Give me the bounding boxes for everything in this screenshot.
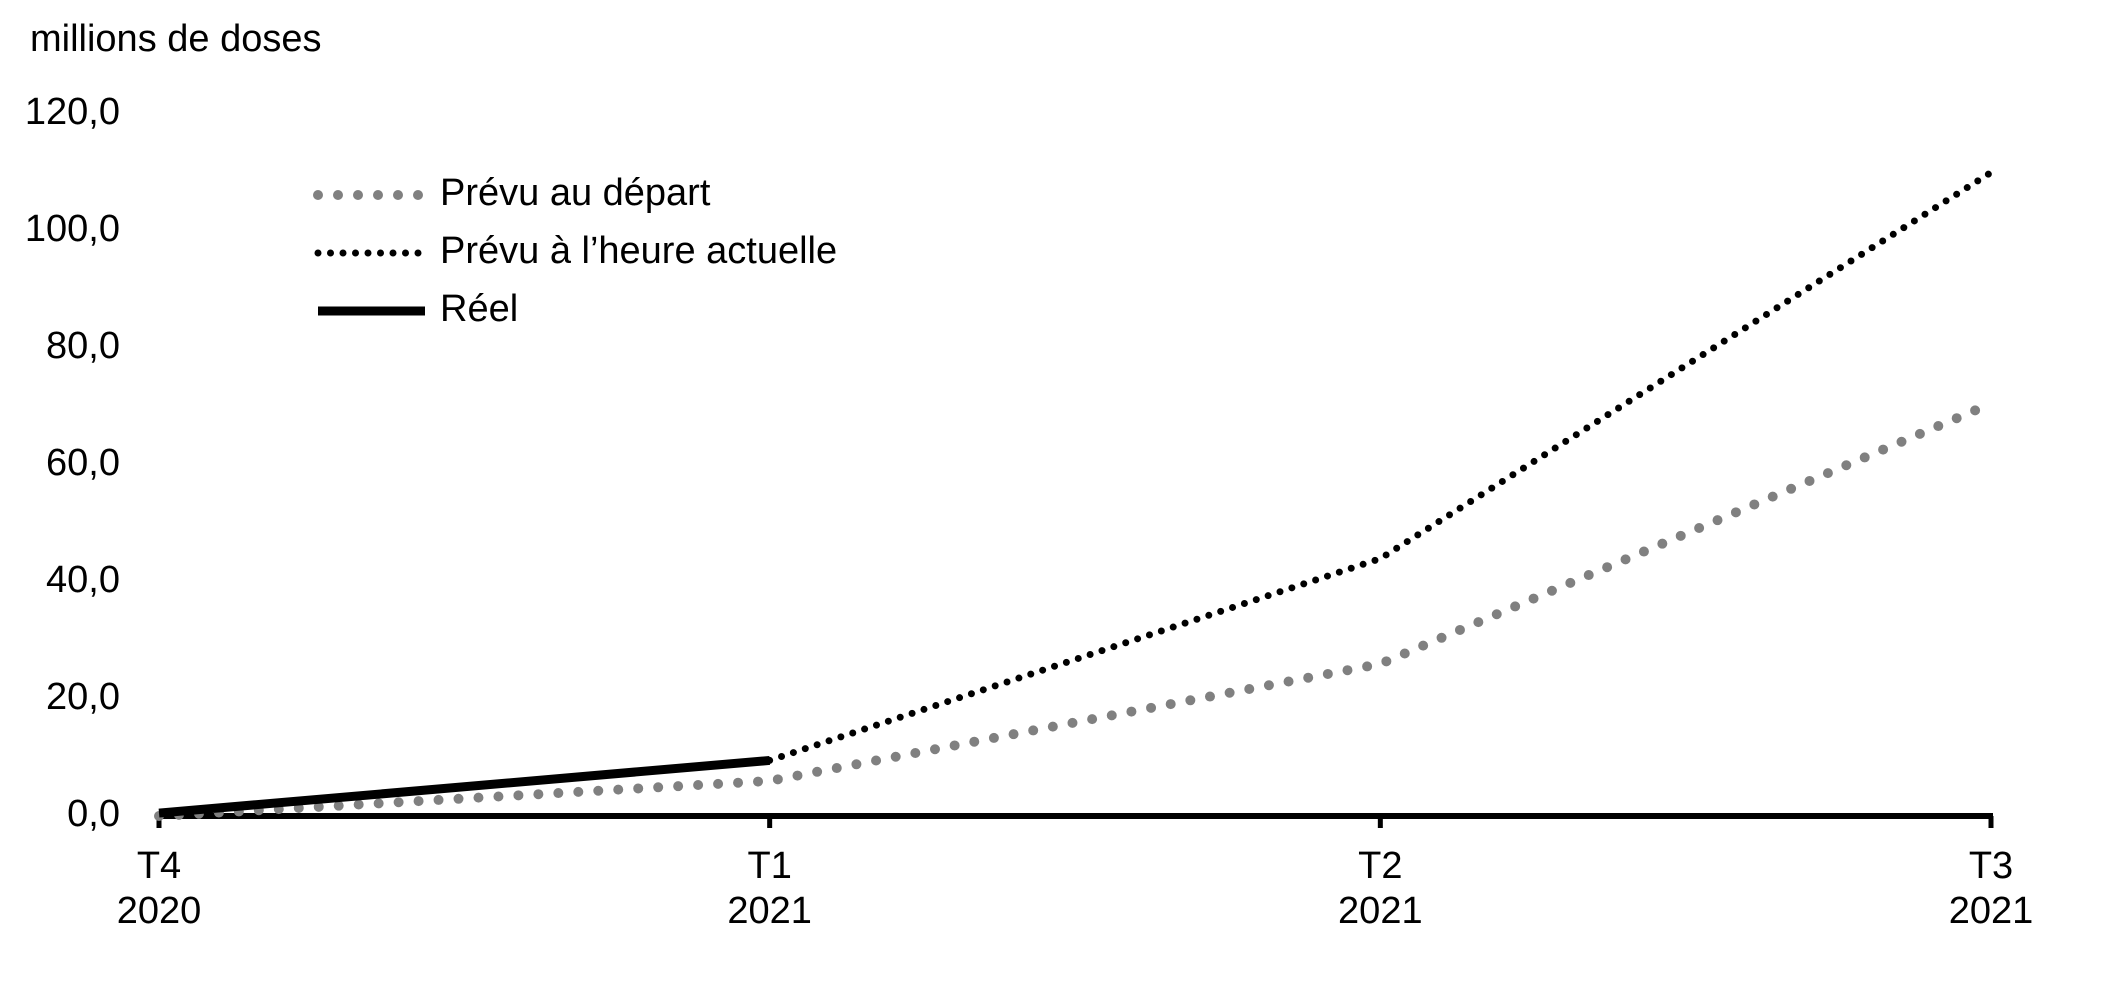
y-tick-label: 100,0: [25, 208, 120, 250]
y-tick-label: 40,0: [46, 559, 120, 601]
legend-label: Prévu à l’heure actuelle: [440, 230, 837, 272]
x-tick-label: 2021: [1949, 890, 2034, 932]
y-tick-label: 120,0: [25, 91, 120, 133]
x-tick-label: 2020: [117, 890, 202, 932]
x-tick-label: T4: [137, 845, 181, 887]
series-line: [766, 169, 1995, 764]
legend-label: Prévu au départ: [440, 172, 711, 214]
x-tick-label: 2021: [1338, 890, 1423, 932]
legend-label: Réel: [440, 288, 518, 330]
series-line: [158, 755, 771, 818]
series-line: [154, 398, 1996, 821]
y-tick-label: 20,0: [46, 676, 120, 718]
y-axis-label: millions de doses: [30, 18, 321, 60]
x-tick-label: 2021: [727, 890, 812, 932]
y-tick-label: 0,0: [67, 793, 120, 835]
x-tick-label: T1: [747, 845, 791, 887]
x-tick-label: T2: [1358, 845, 1402, 887]
y-tick-label: 80,0: [46, 325, 120, 367]
y-tick-label: 60,0: [46, 442, 120, 484]
x-tick-label: T3: [1969, 845, 2013, 887]
